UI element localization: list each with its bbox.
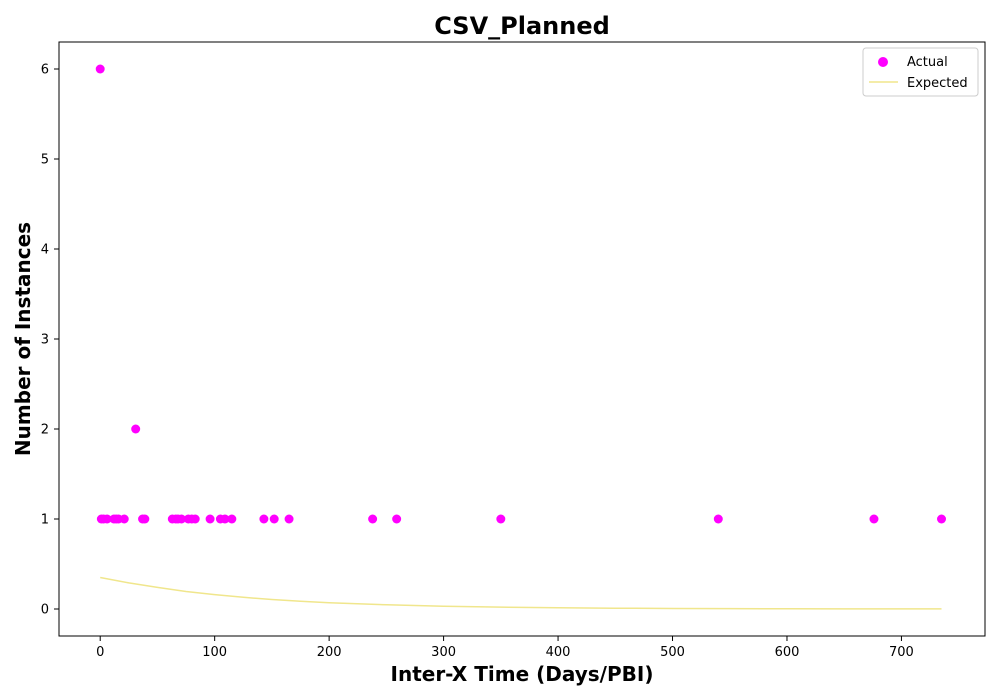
actual-data-point	[176, 514, 186, 524]
actual-data-point	[205, 514, 215, 524]
legend-actual-marker	[878, 57, 888, 67]
y-tick-label: 3	[41, 333, 49, 348]
x-tick-label: 300	[431, 645, 456, 660]
actual-data-point	[392, 514, 402, 524]
x-tick-label: 100	[202, 645, 227, 660]
y-tick-label: 1	[41, 513, 49, 528]
actual-data-point	[869, 514, 879, 524]
actual-data-point	[190, 514, 200, 524]
x-tick-label: 600	[775, 645, 800, 660]
y-tick-label: 4	[41, 243, 49, 258]
actual-data-point	[131, 424, 141, 434]
x-tick-label: 0	[96, 645, 104, 660]
y-tick-label: 5	[41, 153, 49, 168]
actual-data-point	[269, 514, 279, 524]
x-tick-label: 400	[546, 645, 571, 660]
legend-actual-label: Actual	[907, 55, 948, 70]
actual-data-point	[937, 514, 947, 524]
actual-data-point	[119, 514, 129, 524]
legend-box	[862, 47, 979, 97]
actual-data-point	[102, 514, 112, 524]
actual-data-point	[220, 514, 230, 524]
legend-expected-label: Expected	[907, 76, 968, 91]
x-tick-label: 200	[317, 645, 342, 660]
x-tick-label: 700	[889, 645, 914, 660]
x-axis-label: Inter-X Time (Days/PBI)	[391, 662, 654, 686]
y-axis-label: Number of Instances	[11, 222, 35, 456]
chart-title: CSV_Planned	[434, 12, 610, 40]
expected-series-line	[100, 576, 942, 610]
actual-data-point	[284, 514, 294, 524]
y-tick-label: 0	[41, 603, 49, 618]
actual-data-point	[368, 514, 378, 524]
y-tick-label: 6	[41, 63, 49, 78]
actual-data-point	[713, 514, 723, 524]
y-tick-label: 2	[41, 423, 49, 438]
actual-data-point	[496, 514, 506, 524]
plot-area	[95, 64, 947, 610]
actual-data-point	[227, 514, 237, 524]
actual-data-point	[95, 64, 105, 74]
x-tick-label: 500	[660, 645, 685, 660]
actual-data-point	[140, 514, 150, 524]
actual-data-point	[259, 514, 269, 524]
legend: Actual Expected	[862, 47, 979, 97]
